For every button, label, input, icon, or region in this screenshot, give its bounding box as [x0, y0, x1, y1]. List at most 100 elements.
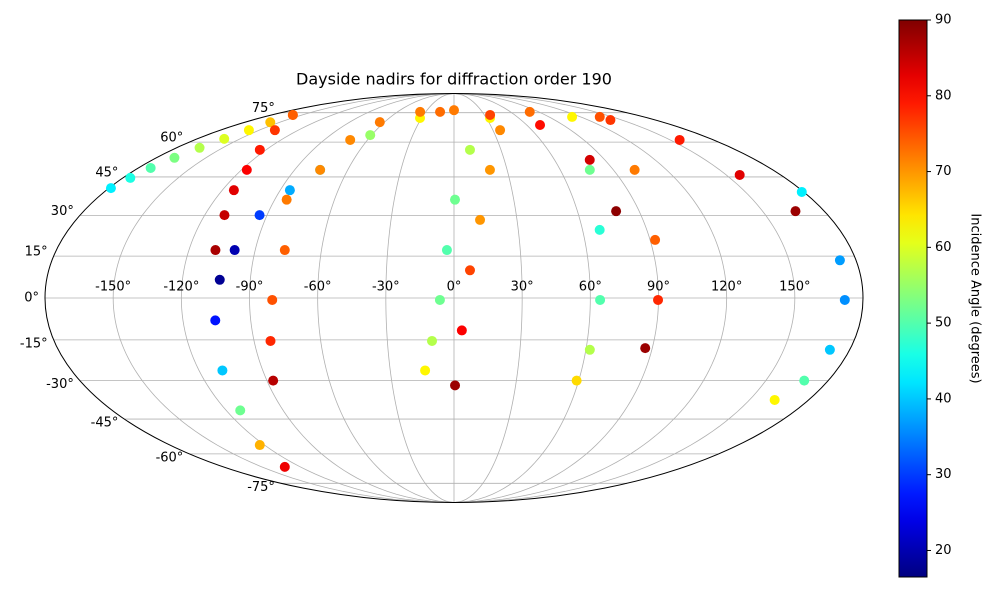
- point: [219, 133, 230, 144]
- point: [284, 185, 295, 196]
- y-tick-label: 60°: [160, 131, 183, 146]
- point: [254, 440, 265, 451]
- colorbar-tick-label: 80: [935, 88, 952, 103]
- point: [229, 245, 240, 256]
- points: [105, 105, 850, 472]
- point: [571, 375, 582, 386]
- colorbar-tick-label: 20: [935, 543, 952, 558]
- x-tick-label: -60°: [304, 280, 332, 295]
- y-tick-label: 75°: [252, 101, 275, 116]
- y-tick-label: 45°: [95, 165, 118, 180]
- chart-title: Dayside nadirs for diffraction order 190: [296, 70, 612, 89]
- point: [456, 325, 467, 336]
- point: [265, 335, 276, 346]
- point: [219, 210, 230, 221]
- colorbar-tick-label: 70: [935, 164, 952, 179]
- point: [594, 224, 605, 235]
- point: [839, 294, 850, 305]
- colorbar-tick-label: 90: [935, 13, 952, 28]
- point: [790, 206, 801, 217]
- point: [640, 343, 651, 354]
- point: [464, 144, 475, 155]
- point: [374, 117, 385, 128]
- point: [799, 375, 810, 386]
- point: [105, 183, 116, 194]
- colorbar: 20 30 40 50 60 70 80 90 Incidence Angle (degrees…: [898, 13, 983, 578]
- point: [420, 365, 431, 376]
- point: [145, 162, 156, 173]
- map-boundary: [44, 93, 864, 503]
- x-tick-label: 150°: [779, 280, 810, 295]
- x-tick-label: 60°: [579, 280, 602, 295]
- grid: [44, 93, 864, 503]
- point: [194, 142, 205, 153]
- y-tick-label: 0°: [24, 291, 39, 306]
- point: [584, 344, 595, 355]
- point: [653, 294, 664, 305]
- point: [315, 164, 326, 175]
- point: [629, 164, 640, 175]
- x-tick-label: 120°: [711, 280, 742, 295]
- colorbar-tick-label: 50: [935, 316, 952, 331]
- colorbar-label: Incidence Angle (degrees): [968, 213, 983, 383]
- y-tick-label: 30°: [51, 204, 74, 219]
- point: [169, 152, 180, 163]
- point: [214, 274, 225, 285]
- x-tick-label: -150°: [95, 280, 131, 295]
- point: [235, 405, 246, 416]
- point: [228, 185, 239, 196]
- x-tick-label: -30°: [372, 280, 400, 295]
- colorbar-tick-label: 60: [935, 240, 952, 255]
- point: [427, 335, 438, 346]
- point: [281, 194, 292, 205]
- point: [567, 111, 578, 122]
- point: [345, 134, 356, 145]
- x-tick-label: 30°: [511, 280, 534, 295]
- point: [594, 111, 605, 122]
- point: [674, 134, 685, 145]
- point: [434, 294, 445, 305]
- point: [584, 164, 595, 175]
- point: [464, 265, 475, 276]
- colorbar-scale: [898, 19, 928, 578]
- y-tick-label: -75°: [247, 480, 275, 495]
- point: [217, 365, 228, 376]
- y-tick-label: -45°: [91, 416, 119, 431]
- y-tick-label: -15°: [20, 336, 48, 351]
- point: [269, 125, 280, 136]
- point: [449, 194, 460, 205]
- point: [524, 106, 535, 117]
- x-tick-label: 90°: [647, 280, 670, 295]
- y-tick-label: -30°: [46, 377, 74, 392]
- point: [125, 172, 136, 183]
- point: [484, 164, 495, 175]
- point: [769, 394, 780, 405]
- point: [243, 125, 254, 136]
- point: [254, 210, 265, 221]
- point: [535, 119, 546, 130]
- point: [650, 234, 661, 245]
- point: [265, 117, 276, 128]
- x-tick-label: 0°: [447, 280, 462, 295]
- point: [241, 164, 252, 175]
- point: [279, 245, 290, 256]
- point: [210, 315, 221, 326]
- point: [450, 380, 461, 391]
- point: [254, 144, 265, 155]
- point: [441, 245, 452, 256]
- point: [415, 106, 426, 117]
- point: [595, 294, 606, 305]
- point: [734, 169, 745, 180]
- point: [475, 214, 486, 225]
- point: [365, 130, 376, 141]
- point: [449, 105, 459, 116]
- point: [611, 206, 622, 217]
- point: [287, 109, 298, 120]
- point: [796, 186, 807, 197]
- point: [495, 125, 506, 136]
- y-tick-label: 15°: [25, 245, 48, 260]
- point: [605, 115, 616, 126]
- point: [279, 461, 290, 472]
- point: [485, 109, 496, 120]
